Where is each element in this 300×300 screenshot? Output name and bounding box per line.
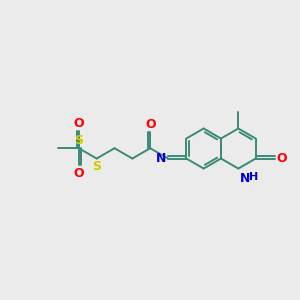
Text: N: N (240, 172, 250, 185)
Text: S: S (92, 160, 101, 173)
Text: S: S (74, 134, 83, 147)
Text: O: O (276, 152, 287, 165)
Text: O: O (145, 118, 155, 130)
Text: N: N (156, 152, 167, 165)
Text: H: H (249, 172, 258, 182)
Text: O: O (74, 117, 84, 130)
Text: O: O (74, 167, 84, 180)
